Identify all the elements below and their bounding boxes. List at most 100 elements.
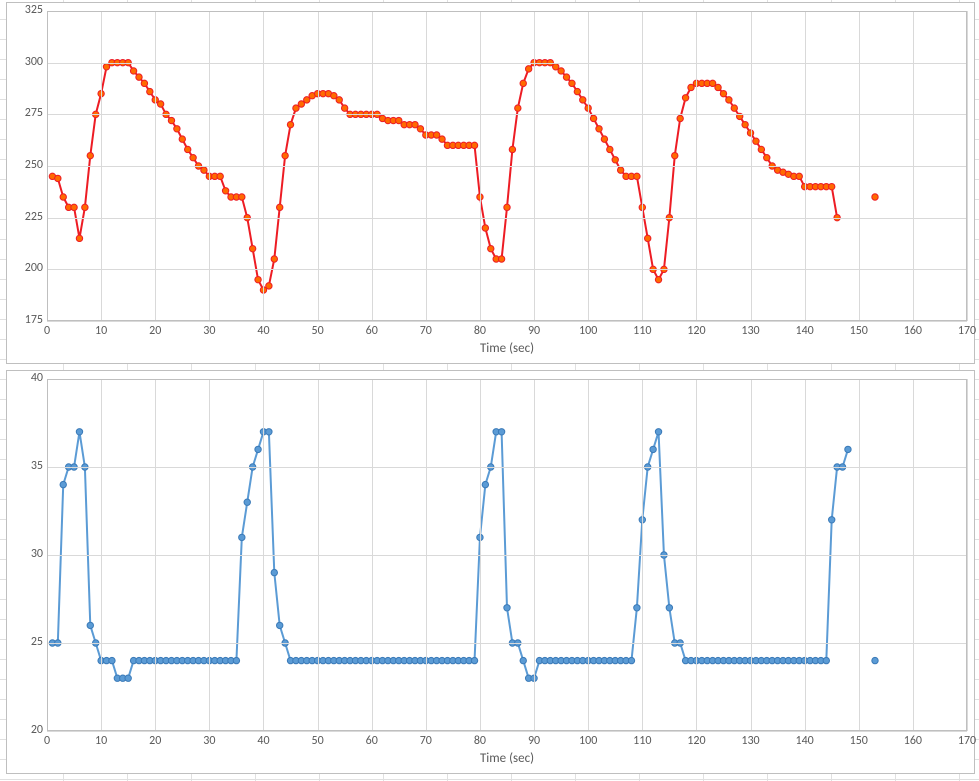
x-tick-label: 160 <box>903 324 923 338</box>
series-marker <box>655 429 661 435</box>
series-marker <box>829 183 835 189</box>
gridline-vertical <box>967 379 968 731</box>
series-marker <box>255 276 261 282</box>
series-marker <box>439 136 445 142</box>
gridline-horizontal <box>47 467 967 468</box>
x-tick-label: 160 <box>903 734 923 748</box>
gridline-vertical <box>913 379 914 731</box>
series-marker <box>109 657 115 663</box>
series-marker <box>255 446 261 452</box>
series-marker <box>239 194 245 200</box>
bottom-chart-x-title: Time (sec) <box>47 751 967 766</box>
gridline-horizontal <box>47 321 967 322</box>
spreadsheet-background: 0102030405060708090100110120130140150160… <box>0 0 979 781</box>
x-tick-label: 120 <box>686 734 706 748</box>
series-marker <box>76 429 82 435</box>
gridline-vertical <box>859 379 860 731</box>
series-marker <box>720 90 726 96</box>
x-tick-label: 30 <box>199 324 219 338</box>
series-marker <box>520 80 526 86</box>
gridline-vertical <box>751 379 752 731</box>
series-marker <box>498 256 504 262</box>
series-marker <box>796 173 802 179</box>
x-tick-label: 110 <box>632 734 652 748</box>
gridline-vertical <box>263 11 264 321</box>
y-tick-label: 30 <box>31 547 43 561</box>
x-tick-label: 140 <box>795 734 815 748</box>
y-tick-label: 175 <box>25 313 43 327</box>
x-tick-label: 140 <box>795 324 815 338</box>
series-marker <box>141 80 147 86</box>
series-marker <box>764 155 770 161</box>
top-chart-x-title: Time (sec) <box>47 341 967 356</box>
gridline-vertical <box>480 11 481 321</box>
series-marker <box>55 175 61 181</box>
gridline-vertical <box>696 379 697 731</box>
series-marker <box>574 88 580 94</box>
series-marker <box>672 152 678 158</box>
series-marker <box>271 569 277 575</box>
x-tick-label: 110 <box>632 324 652 338</box>
series-marker <box>87 152 93 158</box>
gridline-horizontal <box>47 218 967 219</box>
x-tick-label: 90 <box>524 734 544 748</box>
series-marker <box>498 429 504 435</box>
series-marker <box>482 225 488 231</box>
series-marker <box>650 446 656 452</box>
series-marker <box>596 126 602 132</box>
series-marker <box>201 167 207 173</box>
series-marker <box>282 152 288 158</box>
series-marker <box>666 605 672 611</box>
gridline-horizontal <box>47 269 967 270</box>
series-marker <box>580 97 586 103</box>
x-tick-label: 150 <box>849 734 869 748</box>
series-marker <box>715 84 721 90</box>
x-tick-label: 80 <box>470 734 490 748</box>
series-marker <box>179 136 185 142</box>
x-tick-label: 20 <box>145 324 165 338</box>
series-marker <box>60 194 66 200</box>
series-marker <box>168 117 174 123</box>
series-marker <box>471 142 477 148</box>
gridline-horizontal <box>47 731 967 732</box>
gridline-horizontal <box>47 114 967 115</box>
gridline-vertical <box>805 379 806 731</box>
top-chart-plot-area <box>47 11 967 321</box>
series-marker <box>244 499 250 505</box>
series-marker <box>504 605 510 611</box>
series-marker <box>271 256 277 262</box>
x-tick-label: 170 <box>957 324 977 338</box>
gridline-vertical <box>318 379 319 731</box>
gridline-vertical <box>209 379 210 731</box>
series-marker <box>617 167 623 173</box>
series-marker <box>277 622 283 628</box>
x-tick-label: 130 <box>741 734 761 748</box>
x-tick-label: 60 <box>362 324 382 338</box>
gridline-vertical <box>859 11 860 321</box>
series-marker <box>185 146 191 152</box>
series-marker <box>233 657 239 663</box>
gridline-vertical <box>696 11 697 321</box>
gridline-vertical <box>642 379 643 731</box>
series-marker <box>823 657 829 663</box>
series-marker <box>336 97 342 103</box>
series-marker <box>60 481 66 487</box>
series-marker <box>525 66 531 72</box>
series-marker <box>217 173 223 179</box>
series-marker <box>130 68 136 74</box>
x-tick-label: 150 <box>849 324 869 338</box>
y-tick-label: 275 <box>25 106 43 120</box>
series-marker <box>136 74 142 80</box>
series-marker <box>612 157 618 163</box>
series-marker <box>569 80 575 86</box>
gridline-vertical <box>155 11 156 321</box>
series-marker <box>417 126 423 132</box>
series-marker <box>87 622 93 628</box>
series-marker <box>726 97 732 103</box>
x-tick-label: 80 <box>470 324 490 338</box>
series-marker <box>742 121 748 127</box>
series-marker <box>872 657 878 663</box>
x-tick-label: 10 <box>91 324 111 338</box>
series-marker <box>266 429 272 435</box>
y-tick-label: 225 <box>25 210 43 224</box>
